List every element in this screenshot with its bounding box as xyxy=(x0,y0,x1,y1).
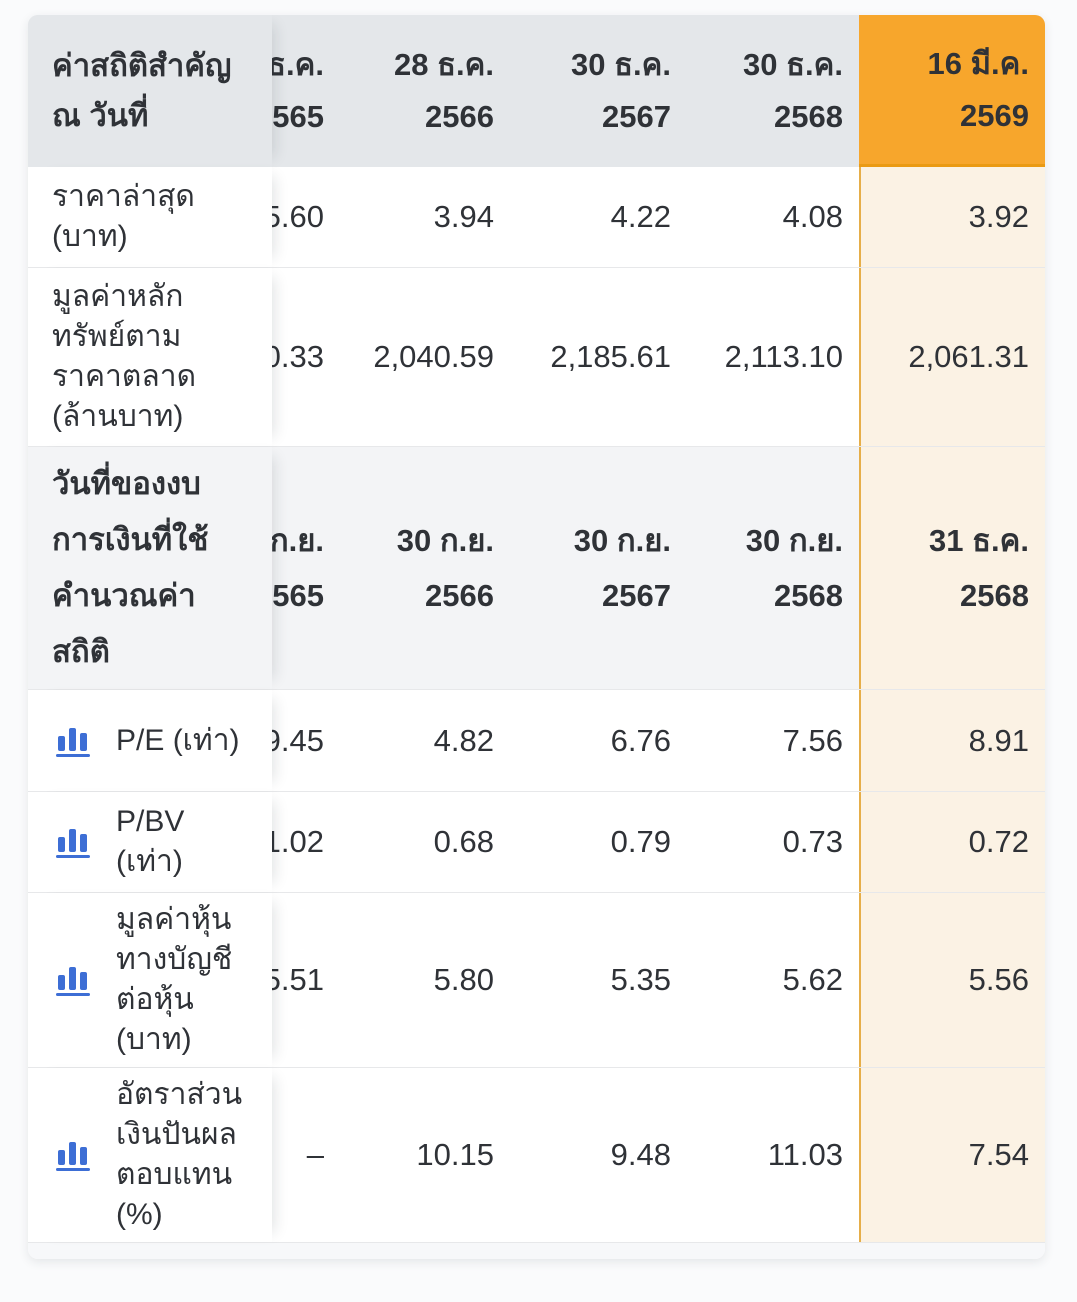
value-cell-highlighted: 7.54 xyxy=(859,1068,1045,1242)
value-cell: 7.56 xyxy=(782,722,843,758)
value-cell: 5.51 xyxy=(272,962,324,997)
table-row-latest-price: ราคาล่าสุด (บาท) 5.60 3.94 4.22 4.08 3.9… xyxy=(28,167,1045,268)
value-cell-highlighted: 8.91 xyxy=(859,690,1045,791)
section-row-label: วันที่ของงบ การเงินที่ใช้ คำนวณค่า สถิติ xyxy=(28,447,272,689)
table-header-row: ค่าสถิติสำคัญ ณ วันที่ 30 ธ.ค. 2565 28 ธ… xyxy=(28,15,1045,167)
date-value-cell: 30 ก.ย. 2567 xyxy=(573,523,671,613)
value-cell: 5.35 xyxy=(610,962,671,997)
date-value-cell-highlighted: 31 ธ.ค. 2568 xyxy=(859,447,1045,689)
date-header-cell-2566: 28 ธ.ค. 2566 xyxy=(394,47,494,134)
value-cell: 6.76 xyxy=(610,722,671,758)
value-cell: 0.33 xyxy=(272,339,324,374)
value-cell-highlighted: 2,061.31 xyxy=(859,268,1045,446)
date-value-cell: 30 ก.ย. 2566 xyxy=(396,523,494,613)
row-label: ราคาล่าสุด (บาท) xyxy=(28,167,272,267)
row-label: อัตราส่วน เงินปันผล ตอบแทน (%) xyxy=(28,1068,272,1242)
value-cell: 5.80 xyxy=(433,962,494,997)
value-cell: 3.94 xyxy=(433,199,494,234)
table-row-pbv: P/BV (เท่า) 1.02 0.68 0.79 0.73 0.72 xyxy=(28,792,1045,893)
date-value-cell: 30 ก.ย. 2568 xyxy=(745,523,843,613)
row-label: มูลค่าหุ้น ทางบัญชี ต่อหุ้น (บาท) xyxy=(28,893,272,1067)
value-cell-highlighted: 5.56 xyxy=(859,893,1045,1067)
corner-header-label: ค่าสถิติสำคัญ ณ วันที่ xyxy=(52,48,232,133)
bar-chart-icon[interactable] xyxy=(56,963,92,997)
value-cell: 4.82 xyxy=(433,722,494,758)
value-cell: 0.68 xyxy=(433,824,494,859)
value-cell: 11.03 xyxy=(767,1137,843,1172)
value-cell: 5.62 xyxy=(782,962,843,997)
value-cell: 4.22 xyxy=(610,199,671,234)
value-cell-highlighted: 3.92 xyxy=(859,167,1045,267)
horizontal-scrollbar[interactable] xyxy=(28,1243,1045,1259)
value-cell: 9.48 xyxy=(610,1137,671,1172)
bar-chart-icon[interactable] xyxy=(56,724,92,758)
bar-chart-icon[interactable] xyxy=(56,1138,92,1172)
row-label: P/E (เท่า) xyxy=(28,690,272,791)
date-header-cell-2565: 30 ธ.ค. 2565 xyxy=(272,47,324,134)
value-cell: 4.08 xyxy=(782,199,843,234)
corner-header-cell: ค่าสถิติสำคัญ ณ วันที่ xyxy=(28,15,272,167)
table-row-pe: P/E (เท่า) 9.45 4.82 6.76 7.56 8.91 xyxy=(28,690,1045,792)
date-value-cell: 30 ก.ย. 2565 xyxy=(272,523,324,613)
value-cell: 1.02 xyxy=(272,824,324,859)
table-row-book-value: มูลค่าหุ้น ทางบัญชี ต่อหุ้น (บาท) 5.51 5… xyxy=(28,893,1045,1068)
value-cell: 10.15 xyxy=(416,1137,494,1172)
row-label: มูลค่าหลัก ทรัพย์ตาม ราคาตลาด (ล้านบาท) xyxy=(28,268,272,446)
value-cell: 0.73 xyxy=(782,824,843,859)
date-header-cell-2568: 30 ธ.ค. 2568 xyxy=(743,47,843,134)
date-header-cell-latest-highlighted: 16 มี.ค. 2569 xyxy=(859,15,1045,167)
row-label: P/BV (เท่า) xyxy=(28,792,272,892)
value-cell: 9.45 xyxy=(272,722,324,758)
table-row-financial-statement-date: วันที่ของงบ การเงินที่ใช้ คำนวณค่า สถิติ… xyxy=(28,447,1045,690)
table-row-market-cap: มูลค่าหลัก ทรัพย์ตาม ราคาตลาด (ล้านบาท) … xyxy=(28,268,1045,447)
value-cell: 0.79 xyxy=(610,824,671,859)
value-cell: – xyxy=(306,1137,324,1172)
value-cell: 2,113.10 xyxy=(724,339,843,374)
value-cell: 5.60 xyxy=(272,199,324,234)
bar-chart-icon[interactable] xyxy=(56,825,92,859)
table-row-dividend-yield: อัตราส่วน เงินปันผล ตอบแทน (%) – 10.15 9… xyxy=(28,1068,1045,1243)
value-cell: 2,185.61 xyxy=(550,339,671,374)
value-cell-highlighted: 0.72 xyxy=(859,792,1045,892)
date-header-cell-2567: 30 ธ.ค. 2567 xyxy=(571,47,671,134)
key-statistics-table: ค่าสถิติสำคัญ ณ วันที่ 30 ธ.ค. 2565 28 ธ… xyxy=(28,15,1045,1259)
value-cell: 2,040.59 xyxy=(373,339,494,374)
